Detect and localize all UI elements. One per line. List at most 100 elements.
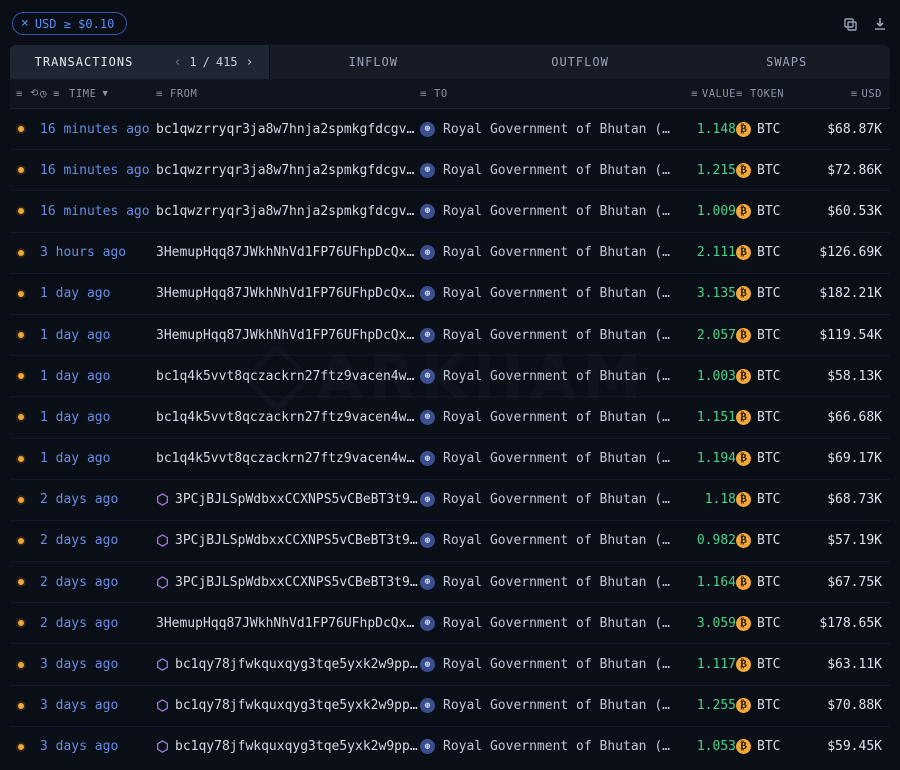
from-address: bc1qwzrryqr3ja8w7hnja2spmkgfdcgvqwp5 xyxy=(156,122,420,137)
table-row[interactable]: 1 day ago bc1q4k5vvt8qczackrn27ftz9vacen… xyxy=(10,439,890,480)
cell-to[interactable]: ⊕ Royal Government of Bhutan (Druk H xyxy=(420,575,670,590)
cell-token[interactable]: ₿ BTC xyxy=(736,575,780,590)
cell-from[interactable]: 3HemupHqq87JWkhNhVd1FP76UFhpDcQxh5 xyxy=(156,286,420,301)
cell-to[interactable]: ⊕ Royal Government of Bhutan (Druk H xyxy=(420,657,670,672)
cell-to[interactable]: ⊕ Royal Government of Bhutan (Druk H xyxy=(420,533,670,548)
table-row[interactable]: 2 days ago 3PCjBJLSpWdbxxCCXNPS5vCBeBT3t… xyxy=(10,480,890,521)
cell-from[interactable]: bc1q4k5vvt8qczackrn27ftz9vacen4wm5q… xyxy=(156,451,420,466)
table-row[interactable]: 3 days ago bc1qy78jfwkquxqyg3tqe5yxk2w9p… xyxy=(10,644,890,685)
cell-token[interactable]: ₿ BTC xyxy=(736,451,780,466)
cell-token[interactable]: ₿ BTC xyxy=(736,698,780,713)
cell-token[interactable]: ₿ BTC xyxy=(736,163,780,178)
close-icon[interactable]: × xyxy=(21,16,29,31)
cell-time: 16 minutes ago xyxy=(40,163,150,178)
header-from[interactable]: ≡ FROM xyxy=(156,88,420,100)
token-symbol: BTC xyxy=(757,533,780,548)
cell-from[interactable]: bc1q4k5vvt8qczackrn27ftz9vacen4wm5q… xyxy=(156,369,420,384)
cell-to[interactable]: ⊕ Royal Government of Bhutan (Druk H xyxy=(420,698,670,713)
cell-value: 1.117 xyxy=(670,657,736,672)
cell-from[interactable]: bc1qwzrryqr3ja8w7hnja2spmkgfdcgvqwp5 xyxy=(156,163,420,178)
table-row[interactable]: 2 days ago 3PCjBJLSpWdbxxCCXNPS5vCBeBT3t… xyxy=(10,562,890,603)
cell-token[interactable]: ₿ BTC xyxy=(736,328,780,343)
filter-chip-usd[interactable]: × USD ≥ $0.10 xyxy=(12,12,127,35)
cell-from[interactable]: 3HemupHqq87JWkhNhVd1FP76UFhpDcQxh5 xyxy=(156,328,420,343)
table-row[interactable]: 1 day ago 3HemupHqq87JWkhNhVd1FP76UFhpDc… xyxy=(10,274,890,315)
header-value[interactable]: ≡ VALUE xyxy=(670,88,736,100)
cell-from[interactable]: 3PCjBJLSpWdbxxCCXNPS5vCBeBT3t99q… xyxy=(156,575,420,590)
clock-icon: ◷ xyxy=(40,87,47,100)
cell-from[interactable]: 3HemupHqq87JWkhNhVd1FP76UFhpDcQxh5 xyxy=(156,616,420,631)
cell-token[interactable]: ₿ BTC xyxy=(736,245,780,260)
link-icon[interactable]: ⟲ xyxy=(30,88,39,99)
cell-token[interactable]: ₿ BTC xyxy=(736,657,780,672)
cell-time: 3 hours ago xyxy=(40,245,126,260)
cell-to[interactable]: ⊕ Royal Government of Bhutan (Druk H xyxy=(420,245,670,260)
cell-from[interactable]: bc1qy78jfwkquxqyg3tqe5yxk2w9ppcr… xyxy=(156,739,420,754)
cell-to[interactable]: ⊕ Royal Government of Bhutan (Druk H xyxy=(420,616,670,631)
cell-token[interactable]: ₿ BTC xyxy=(736,739,780,754)
cell-from[interactable]: bc1qwzrryqr3ja8w7hnja2spmkgfdcgvqwp5 xyxy=(156,122,420,137)
cell-to[interactable]: ⊕ Royal Government of Bhutan (Druk H xyxy=(420,739,670,754)
table-row[interactable]: 1 day ago bc1q4k5vvt8qczackrn27ftz9vacen… xyxy=(10,356,890,397)
cell-from[interactable]: bc1qy78jfwkquxqyg3tqe5yxk2w9ppcr… xyxy=(156,657,420,672)
cell-value: 2.111 xyxy=(670,245,736,260)
chevron-right-icon[interactable]: › xyxy=(244,55,256,70)
cell-token[interactable]: ₿ BTC xyxy=(736,204,780,219)
table-row[interactable]: 2 days ago 3HemupHqq87JWkhNhVd1FP76UFhpD… xyxy=(10,603,890,644)
cell-token[interactable]: ₿ BTC xyxy=(736,616,780,631)
filter-icon[interactable]: ≡ xyxy=(16,88,26,100)
cell-to[interactable]: ⊕ Royal Government of Bhutan (Druk H xyxy=(420,286,670,301)
to-entity-name: Royal Government of Bhutan (Druk H xyxy=(443,410,670,425)
table-row[interactable]: 3 hours ago 3HemupHqq87JWkhNhVd1FP76UFhp… xyxy=(10,233,890,274)
cell-token[interactable]: ₿ BTC xyxy=(736,122,780,137)
chevron-left-icon[interactable]: ‹ xyxy=(172,55,184,70)
cell-to[interactable]: ⊕ Royal Government of Bhutan (Druk H xyxy=(420,492,670,507)
cell-to[interactable]: ⊕ Royal Government of Bhutan (Druk H xyxy=(420,163,670,178)
cell-to[interactable]: ⊕ Royal Government of Bhutan (Druk H xyxy=(420,328,670,343)
cell-from[interactable]: 3PCjBJLSpWdbxxCCXNPS5vCBeBT3t99q… xyxy=(156,492,420,507)
table-row[interactable]: 3 days ago bc1qy78jfwkquxqyg3tqe5yxk2w9p… xyxy=(10,727,890,762)
cell-from[interactable]: 3HemupHqq87JWkhNhVd1FP76UFhpDcQxh5 xyxy=(156,245,420,260)
cell-from[interactable]: 3PCjBJLSpWdbxxCCXNPS5vCBeBT3t99q… xyxy=(156,533,420,548)
cell-value: 2.057 xyxy=(670,328,736,343)
cell-to[interactable]: ⊕ Royal Government of Bhutan (Druk H xyxy=(420,410,670,425)
tab-outflow[interactable]: OUTFLOW xyxy=(477,45,684,79)
tab-inflow[interactable]: INFLOW xyxy=(270,45,477,79)
token-symbol: BTC xyxy=(757,122,780,137)
table-row[interactable]: 1 day ago bc1q4k5vvt8qczackrn27ftz9vacen… xyxy=(10,397,890,438)
tab-transactions[interactable]: TRANSACTIONS xyxy=(10,45,158,79)
cell-to[interactable]: ⊕ Royal Government of Bhutan (Druk H xyxy=(420,204,670,219)
cell-token[interactable]: ₿ BTC xyxy=(736,533,780,548)
cell-to[interactable]: ⊕ Royal Government of Bhutan (Druk H xyxy=(420,451,670,466)
table-row[interactable]: 1 day ago 3HemupHqq87JWkhNhVd1FP76UFhpDc… xyxy=(10,315,890,356)
table-row[interactable]: 16 minutes ago bc1qwzrryqr3ja8w7hnja2spm… xyxy=(10,191,890,232)
cell-from[interactable]: bc1q4k5vvt8qczackrn27ftz9vacen4wm5q… xyxy=(156,410,420,425)
chain-dot-icon xyxy=(16,330,26,340)
table-row[interactable]: 2 days ago 3PCjBJLSpWdbxxCCXNPS5vCBeBT3t… xyxy=(10,521,890,562)
tab-swaps[interactable]: SWAPS xyxy=(683,45,890,79)
download-icon[interactable] xyxy=(872,16,888,32)
table-row[interactable]: 16 minutes ago bc1qwzrryqr3ja8w7hnja2spm… xyxy=(10,109,890,150)
cell-token[interactable]: ₿ BTC xyxy=(736,369,780,384)
cell-from[interactable]: bc1qy78jfwkquxqyg3tqe5yxk2w9ppcr… xyxy=(156,698,420,713)
sort-desc-icon: ▼ xyxy=(102,89,108,99)
entity-icon: ⊕ xyxy=(420,616,435,631)
header-to[interactable]: ≡ TO xyxy=(420,88,670,100)
cell-token[interactable]: ₿ BTC xyxy=(736,492,780,507)
tabs-bar: TRANSACTIONS ‹ 1 / 415 › INFLOW OUTFLOW … xyxy=(10,45,890,79)
entity-icon: ⊕ xyxy=(420,575,435,590)
cell-token[interactable]: ₿ BTC xyxy=(736,410,780,425)
copy-icon[interactable] xyxy=(842,16,858,32)
cell-token[interactable]: ₿ BTC xyxy=(736,286,780,301)
table-row[interactable]: 16 minutes ago bc1qwzrryqr3ja8w7hnja2spm… xyxy=(10,150,890,191)
header-time[interactable]: ◷ ≡ TIME ▼ xyxy=(40,87,156,100)
cell-from[interactable]: bc1qwzrryqr3ja8w7hnja2spmkgfdcgvqwp5 xyxy=(156,204,420,219)
cell-value: 1.003 xyxy=(670,369,736,384)
table-row[interactable]: 3 days ago bc1qy78jfwkquxqyg3tqe5yxk2w9p… xyxy=(10,686,890,727)
header-usd[interactable]: ≡ USD xyxy=(802,88,882,100)
cell-to[interactable]: ⊕ Royal Government of Bhutan (Druk H xyxy=(420,122,670,137)
cell-to[interactable]: ⊕ Royal Government of Bhutan (Druk H xyxy=(420,369,670,384)
btc-icon: ₿ xyxy=(736,163,751,178)
header-token[interactable]: ≡ TOKEN xyxy=(736,88,802,100)
table-body: 16 minutes ago bc1qwzrryqr3ja8w7hnja2spm… xyxy=(10,109,890,762)
